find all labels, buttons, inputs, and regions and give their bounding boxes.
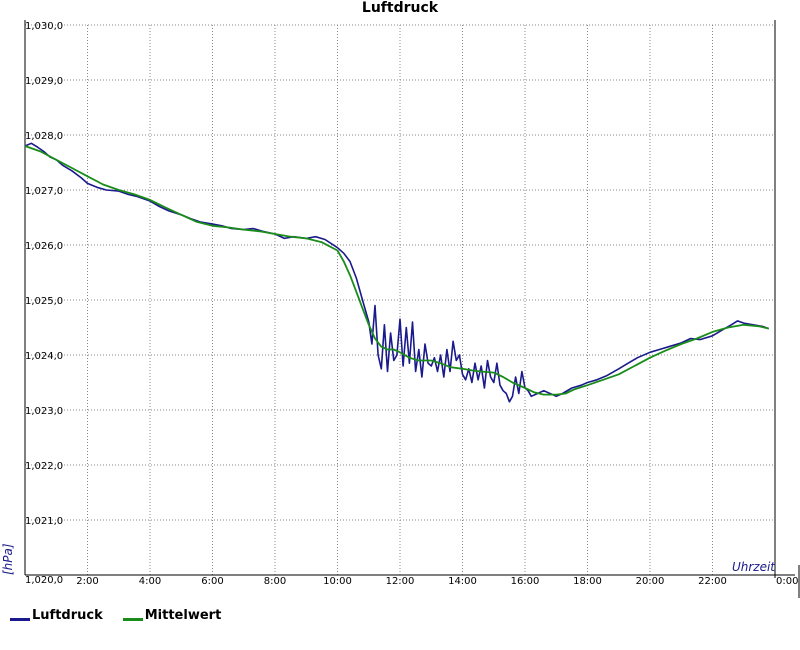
y-tick-label: 1,025,0	[25, 296, 63, 307]
y-tick-labels: 1,021,0 1,022,0 1,023,0 1,024,0 1,025,0 1,026…	[25, 21, 63, 527]
axes	[24, 20, 800, 598]
x-tick-label: 22:00	[698, 576, 727, 587]
legend: Luftdruck Mittelwert	[10, 608, 221, 623]
x-tick-label: 20:00	[636, 576, 665, 587]
y-tick-label: 1,023,0	[25, 406, 63, 417]
grid	[25, 24, 776, 575]
x-tick-label: 4:00	[139, 576, 161, 587]
legend-label-luftdruck: Luftdruck	[32, 608, 103, 623]
y-tick-label: 1,022,0	[25, 461, 63, 472]
y-tick-label: 1,026,0	[25, 241, 63, 252]
x-tick-label: 8:00	[264, 576, 286, 587]
legend-swatch-mittelwert	[122, 618, 143, 621]
y-tick-label: 1,030,0	[25, 21, 63, 32]
y-tick-label: 1,024,0	[25, 351, 63, 362]
legend-label-mittelwert: Mittelwert	[144, 608, 222, 623]
x-tick-label: 18:00	[573, 576, 602, 587]
x-tick-label: 0:00	[776, 576, 798, 587]
legend-item-luftdruck: Luftdruck	[10, 608, 103, 623]
origin-tick-label: 1,020,0	[25, 575, 63, 586]
series-line-mittelwert	[24, 145, 770, 396]
series-group	[24, 142, 770, 403]
y-tick-label: 1,028,0	[25, 131, 63, 142]
chart-title: Luftdruck	[362, 0, 439, 16]
y-tick-label: 1,021,0	[25, 516, 63, 527]
x-tick-labels: 2:00 4:00 6:00 8:00 10:00 12:00 14:00 16:00 18:0…	[76, 576, 798, 587]
y-axis-label: [hPa]	[1, 543, 15, 575]
x-tick-label: 14:00	[448, 576, 477, 587]
x-axis-label: Uhrzeit	[732, 560, 776, 574]
x-tick-label: 10:00	[323, 576, 352, 587]
x-tick-label: 2:00	[76, 576, 98, 587]
legend-swatch-luftdruck	[10, 618, 30, 621]
y-tick-label: 1,027,0	[25, 186, 63, 197]
x-tick-label: 6:00	[201, 576, 223, 587]
legend-item-mittelwert: Mittelwert	[122, 608, 222, 623]
x-tick-label: 16:00	[511, 576, 540, 587]
y-tick-label: 1,029,0	[25, 76, 63, 87]
series-line-luftdruck	[24, 142, 770, 403]
x-tick-label: 12:00	[386, 576, 415, 587]
